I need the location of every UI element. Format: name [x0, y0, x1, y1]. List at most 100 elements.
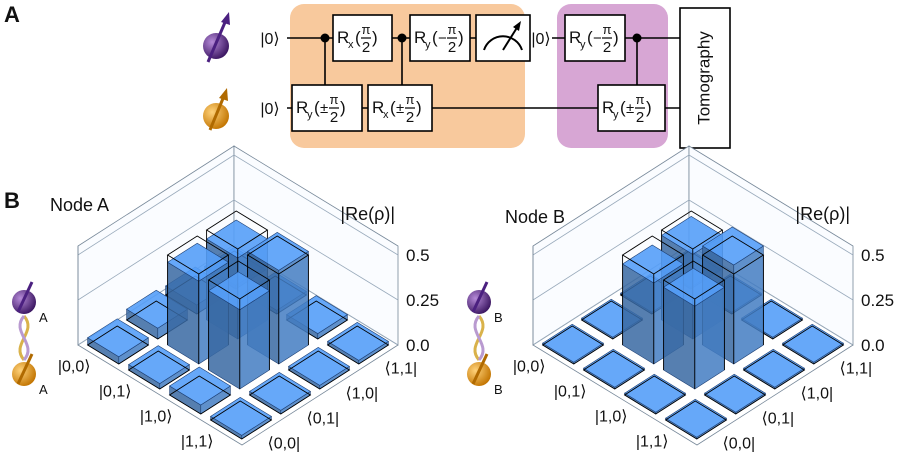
- ideal-top: [582, 350, 646, 390]
- bar-top: [249, 372, 311, 411]
- ideal-top: [781, 325, 845, 365]
- z-tick-label: 0.25: [406, 291, 439, 310]
- column-label: ⟨0,1|: [762, 411, 795, 428]
- row-label: |0,1⟩: [99, 384, 132, 401]
- row-label: |0,1⟩: [554, 384, 587, 401]
- row-label: |1,1⟩: [636, 434, 669, 451]
- gate-paren: (: [620, 98, 626, 117]
- ideal-top: [127, 350, 191, 390]
- ideal-outline: [703, 375, 767, 415]
- gate-paren: (: [432, 28, 438, 47]
- gate-paren: (: [355, 28, 361, 47]
- ideal-top: [287, 350, 351, 390]
- bar: [743, 348, 805, 390]
- gate-letter: R: [414, 28, 426, 47]
- ideal-top: [541, 325, 605, 365]
- grid-line: [77, 154, 399, 256]
- gate-sign: −: [438, 30, 447, 47]
- column-label: ⟨0,0|: [723, 436, 756, 453]
- gate-paren: ): [416, 98, 422, 117]
- atom-label: B: [494, 310, 503, 325]
- atom-icon: [203, 12, 230, 63]
- column-label: ⟨1,1|: [840, 361, 873, 378]
- atom-spin: [471, 281, 489, 313]
- column-label: ⟨0,1|: [307, 411, 340, 428]
- ideal-outline: [86, 325, 150, 365]
- gate-numerator: π: [406, 92, 415, 107]
- ket: |0⟩: [260, 101, 279, 118]
- ideal-outline: [742, 350, 806, 390]
- charts: A A 0.0 0.25 0.5 Node A |Re(ρ)| |0,0⟩ |0,1⟩ |1,0⟩…: [12, 145, 894, 453]
- bar: [665, 398, 727, 440]
- column-label: ⟨1,0|: [346, 386, 379, 403]
- ideal-outline: [207, 260, 271, 389]
- ideal-outline: [326, 325, 390, 365]
- bar-top: [583, 348, 645, 388]
- bar-top: [665, 398, 727, 438]
- panel-label: A: [4, 2, 20, 27]
- bar-top: [288, 347, 350, 386]
- gate-letter: R: [296, 98, 308, 117]
- gate-paren: ): [340, 98, 346, 117]
- gate-subscript: y: [613, 109, 619, 121]
- z-axis-label: |Re(ρ)|: [340, 204, 395, 224]
- bar-top: [247, 232, 309, 271]
- z-axis-label: |Re(ρ)|: [795, 204, 850, 224]
- ideal-outline: [623, 375, 687, 415]
- gate-paren: (: [587, 28, 593, 47]
- gate: Ry(±π 2): [291, 84, 363, 132]
- gate-box: [564, 14, 626, 62]
- gate-paren: (: [390, 98, 396, 117]
- ideal-top: [209, 400, 273, 440]
- ideal-top: [326, 325, 390, 365]
- ideal-outline: [168, 375, 232, 415]
- bar: [288, 347, 350, 390]
- gates: Rx(π2) Ry(−π2)Ry(±π2) Rx(±π2)Ry(−π2)Ry(±π2…: [291, 14, 666, 132]
- gate-denominator: 2: [603, 39, 611, 56]
- gate-box: [597, 84, 666, 132]
- gate: Ry(−π 2): [409, 14, 471, 62]
- ideal-outline: [664, 400, 728, 440]
- z-tick-label: 0.0: [406, 336, 430, 355]
- gate-box: [291, 84, 363, 132]
- bar-top: [128, 345, 190, 384]
- entangle-link: [473, 315, 485, 361]
- ideal-top: [742, 350, 806, 390]
- bar-face-right: [278, 250, 309, 365]
- panel-label: B: [4, 188, 20, 213]
- grid-line: [532, 199, 854, 301]
- bar: [624, 373, 686, 415]
- z-tick-label: 0.0: [861, 336, 885, 355]
- atom-label: B: [494, 382, 503, 397]
- gate-subscript: x: [348, 39, 354, 51]
- tomography-box: [679, 7, 731, 149]
- gate-numerator: π: [636, 92, 645, 107]
- gate-paren: ): [458, 28, 464, 47]
- gate-subscript: y: [425, 39, 431, 51]
- z-tick-label: 0.5: [406, 246, 430, 265]
- gate-sign: ±: [320, 100, 328, 117]
- gate-letter: R: [337, 28, 349, 47]
- gate-sign: ±: [626, 100, 634, 117]
- gate-paren: ): [646, 98, 652, 117]
- row-label: |0,0⟩: [58, 359, 91, 376]
- bar-top: [327, 322, 389, 361]
- gate: Ry(±π 2): [597, 84, 666, 132]
- column-label: ⟨1,1|: [385, 361, 418, 378]
- gate-sign: −: [593, 30, 602, 47]
- gate-letter: R: [372, 98, 384, 117]
- ideal-outline: [287, 350, 351, 390]
- bar: [327, 322, 389, 365]
- atom-spin: [16, 353, 34, 385]
- z-tick-label: 0.25: [861, 291, 894, 310]
- gate-denominator: 2: [406, 109, 414, 126]
- bar-top: [704, 373, 766, 413]
- ideal-top: [248, 375, 312, 415]
- bar-top: [542, 323, 604, 363]
- bar: [583, 348, 645, 390]
- gate-letter: R: [602, 98, 614, 117]
- gate-denominator: 2: [330, 109, 338, 126]
- bar-top: [624, 373, 686, 413]
- bar-top: [210, 397, 272, 436]
